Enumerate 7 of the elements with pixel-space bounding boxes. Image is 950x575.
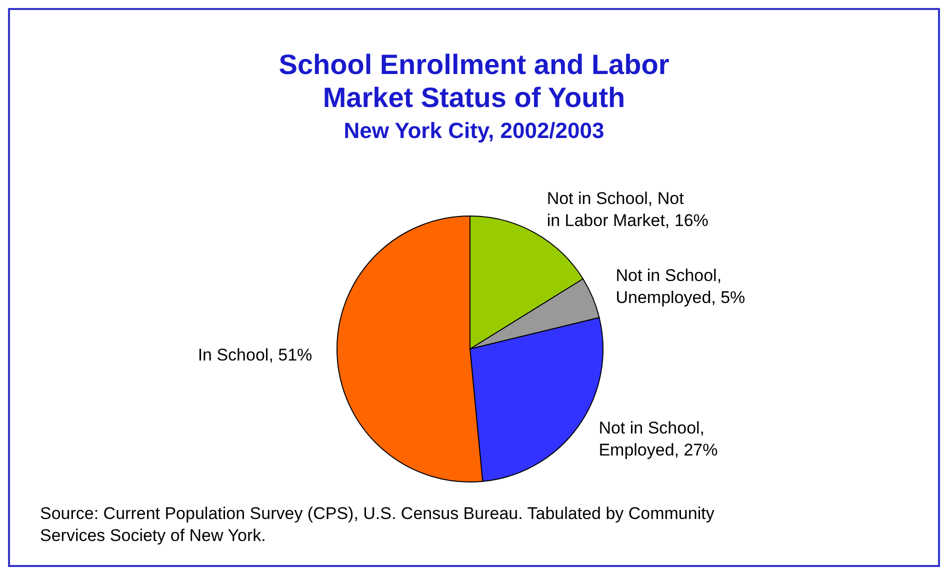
chart-title: School Enrollment and Labor Market Status of Youth: [278, 48, 670, 114]
slice-label: Not in School, Unemployed, 5%: [616, 266, 746, 308]
slice-label: Not in School, Not in Labor Market, 16%: [546, 189, 708, 230]
slice-label: Not in School, Employed, 27%: [598, 419, 718, 460]
source-note: Source: Current Population Survey (CPS), U.S. Census Bureau. Tabulated by Community Services Society of New York.: [40, 503, 716, 547]
chart-subtitle: New York City, 2002/2003: [342, 118, 606, 144]
slice-label: In School, 51%: [198, 346, 312, 365]
